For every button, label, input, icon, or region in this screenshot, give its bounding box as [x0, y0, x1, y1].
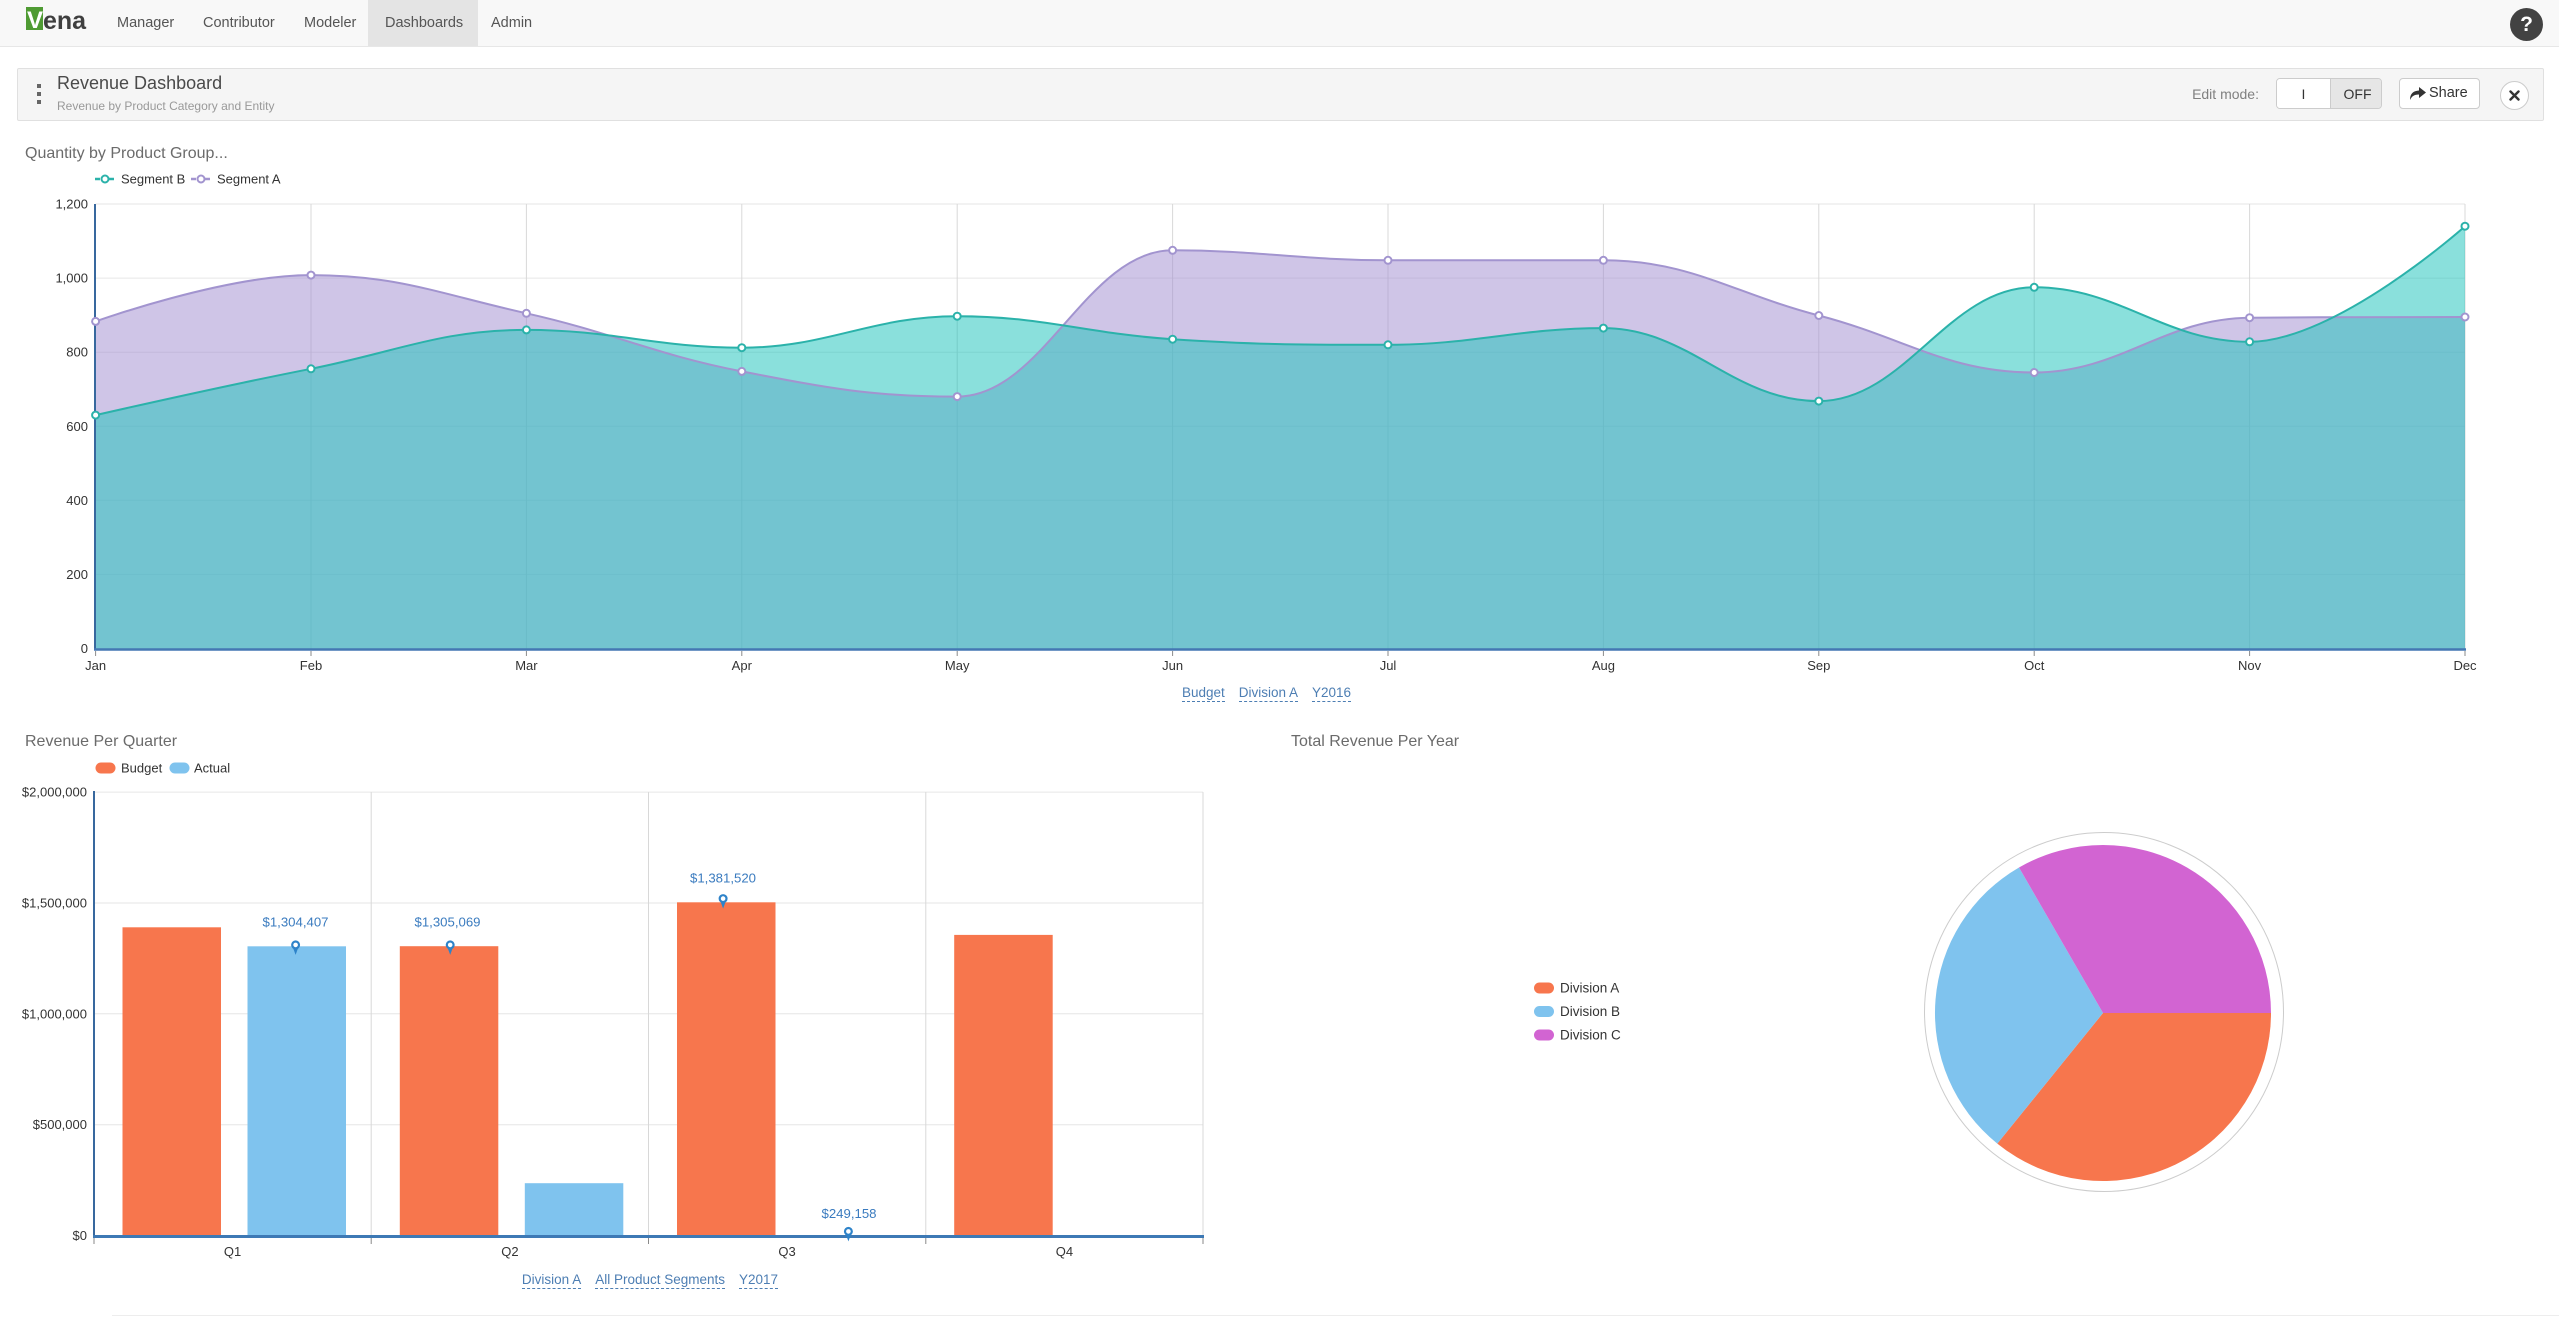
svg-text:$0: $0 — [73, 1228, 87, 1243]
svg-text:Apr: Apr — [732, 658, 753, 673]
svg-text:Division B: Division B — [1560, 1004, 1620, 1019]
svg-text:Q1: Q1 — [224, 1244, 241, 1259]
svg-text:V: V — [27, 7, 43, 34]
svg-text:$1,000,000: $1,000,000 — [22, 1006, 87, 1021]
svg-text:Aug: Aug — [1592, 658, 1615, 673]
svg-text:Division A: Division A — [1560, 981, 1619, 996]
svg-text:Sep: Sep — [1807, 658, 1830, 673]
svg-text:$500,000: $500,000 — [33, 1117, 87, 1132]
svg-text:Dec: Dec — [2453, 658, 2477, 673]
svg-text:Q4: Q4 — [1056, 1244, 1073, 1259]
svg-text:Segment B: Segment B — [121, 172, 185, 187]
svg-text:Q3: Q3 — [778, 1244, 795, 1259]
svg-text:Segment A: Segment A — [217, 172, 281, 187]
svg-text:1,200: 1,200 — [55, 197, 88, 212]
svg-text:600: 600 — [66, 419, 88, 434]
svg-text:$1,381,520: $1,381,520 — [690, 871, 756, 886]
svg-text:$1,305,069: $1,305,069 — [414, 915, 480, 930]
svg-text:800: 800 — [66, 345, 88, 360]
svg-text:Jun: Jun — [1162, 658, 1183, 673]
svg-text:Jan: Jan — [85, 658, 106, 673]
svg-text:Q2: Q2 — [501, 1244, 518, 1259]
svg-text:1,000: 1,000 — [55, 271, 88, 286]
svg-text:May: May — [945, 658, 970, 673]
svg-text:Oct: Oct — [2024, 658, 2045, 673]
svg-text:Nov: Nov — [2238, 658, 2262, 673]
svg-text:$1,304,407: $1,304,407 — [262, 915, 328, 930]
svg-text:$249,158: $249,158 — [821, 1206, 876, 1221]
svg-text:0: 0 — [81, 641, 88, 656]
svg-text:ena: ena — [43, 7, 87, 35]
svg-text:Feb: Feb — [300, 658, 322, 673]
svg-text:400: 400 — [66, 493, 88, 508]
svg-text:Actual: Actual — [194, 761, 230, 776]
svg-text:200: 200 — [66, 567, 88, 582]
svg-text:Division C: Division C — [1560, 1028, 1621, 1043]
svg-text:Budget: Budget — [121, 761, 163, 776]
svg-text:Jul: Jul — [1380, 658, 1397, 673]
svg-text:Mar: Mar — [515, 658, 538, 673]
svg-text:$1,500,000: $1,500,000 — [22, 896, 87, 911]
svg-text:$2,000,000: $2,000,000 — [22, 785, 87, 800]
